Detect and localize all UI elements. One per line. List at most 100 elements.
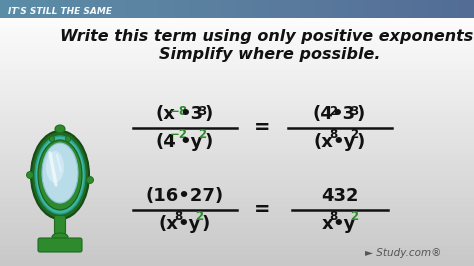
- Text: •y: •y: [332, 133, 356, 151]
- Bar: [0, 96, 474, 101]
- Bar: [0, 176, 474, 181]
- Bar: [0, 21, 474, 27]
- Bar: [0, 27, 474, 32]
- Bar: [63, 0, 79, 18]
- Ellipse shape: [38, 140, 82, 210]
- Text: −8: −8: [170, 105, 188, 118]
- Bar: [0, 207, 474, 213]
- Bar: [442, 0, 458, 18]
- Bar: [0, 186, 474, 192]
- Bar: [0, 202, 474, 207]
- Bar: [237, 0, 253, 18]
- Text: Write this term using only positive exponents.: Write this term using only positive expo…: [60, 28, 474, 44]
- Text: ): ): [356, 133, 365, 151]
- Bar: [0, 234, 474, 239]
- Bar: [0, 170, 474, 176]
- Bar: [47, 0, 63, 18]
- Bar: [190, 0, 205, 18]
- Text: (x: (x: [156, 105, 175, 123]
- Text: (4: (4: [313, 105, 334, 123]
- Text: •y: •y: [332, 215, 356, 233]
- Bar: [0, 245, 474, 250]
- Text: •3: •3: [332, 105, 356, 123]
- Bar: [0, 53, 474, 59]
- Bar: [0, 59, 474, 64]
- Bar: [0, 43, 474, 48]
- Bar: [0, 101, 474, 106]
- Text: •y: •y: [177, 215, 201, 233]
- FancyBboxPatch shape: [55, 215, 65, 235]
- Bar: [0, 106, 474, 112]
- Bar: [0, 255, 474, 261]
- Ellipse shape: [65, 136, 71, 142]
- Bar: [0, 223, 474, 229]
- Bar: [0, 0, 16, 18]
- Bar: [364, 0, 379, 18]
- FancyBboxPatch shape: [38, 238, 82, 252]
- Text: •y: •y: [180, 133, 203, 151]
- Text: 2: 2: [195, 210, 203, 223]
- Ellipse shape: [86, 177, 93, 184]
- Text: 3: 3: [198, 105, 206, 118]
- Text: ): ): [356, 105, 365, 123]
- Ellipse shape: [27, 172, 34, 178]
- Bar: [284, 0, 300, 18]
- Ellipse shape: [35, 136, 85, 214]
- Bar: [127, 0, 142, 18]
- Bar: [0, 144, 474, 149]
- Bar: [221, 0, 237, 18]
- Bar: [427, 0, 442, 18]
- Bar: [158, 0, 174, 18]
- Bar: [0, 48, 474, 53]
- Text: (x: (x: [313, 133, 333, 151]
- Text: ► Study.com®: ► Study.com®: [365, 248, 441, 258]
- Text: IT'S STILL THE SAME: IT'S STILL THE SAME: [8, 7, 112, 16]
- Bar: [205, 0, 221, 18]
- Bar: [0, 69, 474, 74]
- Ellipse shape: [52, 233, 68, 241]
- Bar: [0, 80, 474, 85]
- Bar: [0, 261, 474, 266]
- Bar: [0, 32, 474, 37]
- Bar: [458, 0, 474, 18]
- Text: −2: −2: [170, 128, 188, 141]
- Text: 2: 2: [198, 128, 206, 141]
- Bar: [0, 16, 474, 21]
- Text: 432: 432: [321, 187, 359, 205]
- Bar: [253, 0, 269, 18]
- Bar: [0, 192, 474, 197]
- Text: (x: (x: [158, 215, 178, 233]
- Bar: [0, 138, 474, 144]
- Text: 8: 8: [329, 128, 337, 141]
- Bar: [0, 85, 474, 90]
- Bar: [0, 229, 474, 234]
- Bar: [174, 0, 190, 18]
- Text: ): ): [204, 105, 212, 123]
- Bar: [0, 90, 474, 96]
- Ellipse shape: [42, 143, 78, 203]
- Text: 2: 2: [350, 210, 358, 223]
- Bar: [0, 160, 474, 165]
- Bar: [0, 11, 474, 16]
- Ellipse shape: [46, 151, 64, 183]
- Bar: [379, 0, 395, 18]
- Bar: [0, 37, 474, 43]
- Text: ): ): [201, 215, 210, 233]
- Ellipse shape: [49, 136, 55, 142]
- Bar: [411, 0, 427, 18]
- Bar: [300, 0, 316, 18]
- Bar: [0, 128, 474, 133]
- Text: =: =: [254, 201, 270, 219]
- Bar: [0, 239, 474, 245]
- Bar: [0, 250, 474, 255]
- Bar: [0, 117, 474, 122]
- Bar: [347, 0, 364, 18]
- Bar: [0, 181, 474, 186]
- Bar: [110, 0, 127, 18]
- Bar: [0, 154, 474, 160]
- Text: Simplify where possible.: Simplify where possible.: [159, 47, 381, 61]
- Text: •3: •3: [179, 105, 203, 123]
- Bar: [0, 133, 474, 138]
- Bar: [79, 0, 95, 18]
- Bar: [0, 218, 474, 223]
